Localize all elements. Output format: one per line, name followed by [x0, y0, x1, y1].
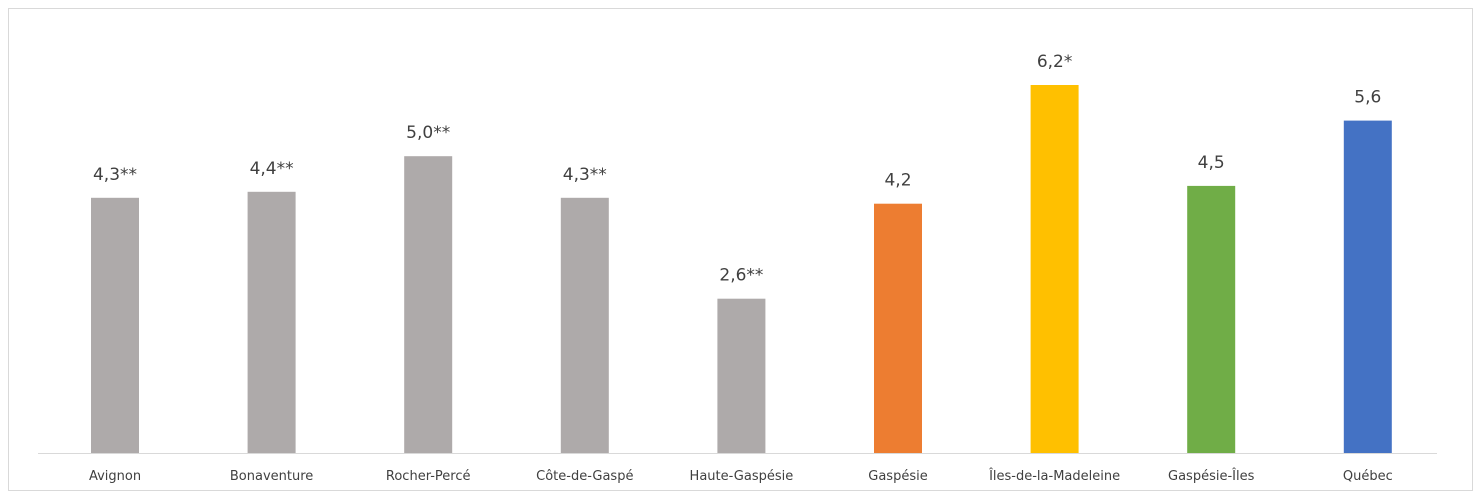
- category-label: Côte-de-Gaspé: [536, 469, 633, 484]
- bar: [717, 298, 766, 453]
- bar: [91, 197, 139, 453]
- data-label: 4,3**: [93, 165, 137, 185]
- data-label: 5,0**: [406, 123, 450, 143]
- data-label: 2,6**: [719, 266, 763, 286]
- bar: [1187, 185, 1236, 453]
- category-label: Gaspésie: [868, 469, 927, 484]
- bar: [404, 156, 453, 453]
- category-label: Avignon: [89, 469, 141, 484]
- category-label: Haute-Gaspésie: [690, 469, 794, 484]
- bar: [874, 203, 922, 453]
- data-label: 4,3**: [563, 165, 607, 185]
- bar: [560, 197, 609, 453]
- data-label: 5,6: [1354, 88, 1381, 108]
- data-label: 4,2: [884, 171, 911, 191]
- category-label: Rocher-Percé: [386, 469, 471, 484]
- category-label: Îles-de-la-Madeleine: [988, 468, 1120, 484]
- data-label: 4,4**: [250, 159, 294, 179]
- category-label: Québec: [1343, 469, 1393, 484]
- data-label: 4,5: [1198, 153, 1225, 173]
- category-label: Gaspésie-Îles: [1168, 468, 1255, 484]
- data-label: 6,2*: [1037, 52, 1073, 72]
- bar: [1343, 120, 1392, 453]
- bar: [1030, 85, 1079, 453]
- category-label: Bonaventure: [230, 469, 313, 484]
- bar: [247, 191, 296, 454]
